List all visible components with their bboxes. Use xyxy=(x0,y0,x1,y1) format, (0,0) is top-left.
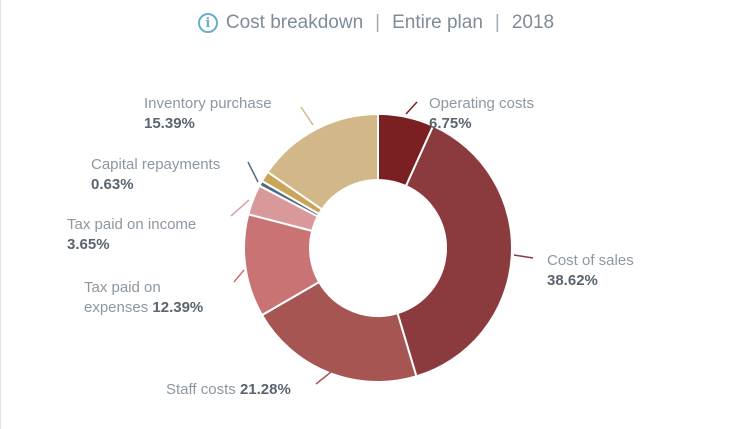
leader-tax-paid-on-income xyxy=(230,199,250,217)
donut-slices xyxy=(243,112,513,383)
label-operating-costs: Operating costs 6.75% xyxy=(429,94,534,134)
label-percent: 21.28% xyxy=(239,381,291,398)
title-separator: | xyxy=(375,12,381,33)
info-icon[interactable]: i xyxy=(197,13,218,33)
label-name: Tax paid on income xyxy=(67,216,197,233)
label-name: Inventory purchase xyxy=(144,95,272,112)
label-percent: 0.63% xyxy=(91,176,134,193)
label-percent: 38.62% xyxy=(547,272,598,289)
leader-capital-repayments xyxy=(247,161,259,183)
title-scope: Entire plan xyxy=(392,12,483,33)
label-percent: 15.39% xyxy=(144,115,195,132)
label-percent: 12.39% xyxy=(152,299,204,316)
title-main: Cost breakdown xyxy=(225,12,364,33)
label-name: Staff costs xyxy=(166,381,236,398)
donut-slice-staff-costs[interactable] xyxy=(260,280,418,383)
label-staff-costs: Staff costs 21.28% xyxy=(166,380,291,400)
label-name: Operating costs xyxy=(429,95,535,112)
leader-inventory-purchase xyxy=(300,106,314,126)
label-capital-repayments: Capital repayments 0.63% xyxy=(91,155,220,195)
leader-cost-of-sales xyxy=(513,254,534,259)
label-name-line1: Tax paid on xyxy=(84,279,161,296)
leader-operating-costs xyxy=(405,101,418,115)
leader-staff-costs xyxy=(315,371,332,385)
title-year: 2018 xyxy=(511,12,555,33)
label-percent: 6.75% xyxy=(429,115,472,132)
donut-slice-inventory-purchase[interactable] xyxy=(266,112,379,211)
chart-title: i Cost breakdown | Entire plan | 2018 xyxy=(1,8,750,38)
label-name-line2: expenses xyxy=(84,299,149,316)
title-separator: | xyxy=(494,12,500,33)
leader-lines xyxy=(230,101,534,385)
label-inventory-purchase: Inventory purchase 15.39% xyxy=(144,94,272,134)
label-name: Cost of sales xyxy=(547,252,634,269)
donut-slice-cost-of-sales[interactable] xyxy=(396,124,513,378)
leader-tax-paid-on-expenses xyxy=(233,269,245,283)
label-name: Capital repayments xyxy=(91,156,221,173)
label-tax-paid-on-expenses: Tax paid on expenses 12.39% xyxy=(84,278,203,318)
label-tax-paid-on-income: Tax paid on income 3.65% xyxy=(67,215,196,255)
label-percent: 3.65% xyxy=(67,236,110,253)
label-cost-of-sales: Cost of sales 38.62% xyxy=(547,251,634,291)
